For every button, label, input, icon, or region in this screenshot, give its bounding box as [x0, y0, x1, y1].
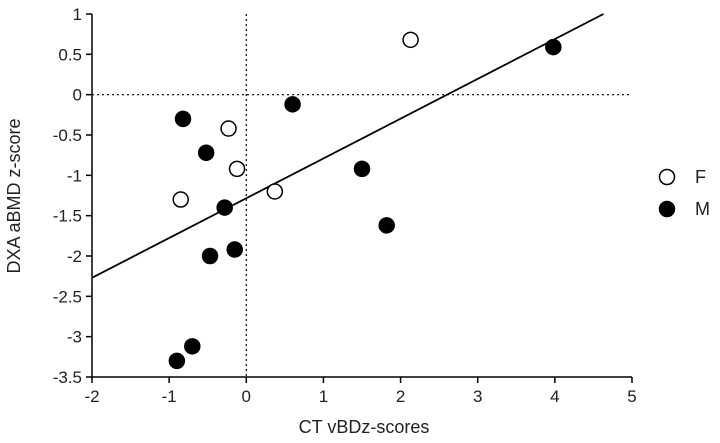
legend: F M	[658, 167, 710, 219]
legend-label-f: F	[695, 167, 706, 187]
y-tick-label: 0.5	[58, 45, 82, 64]
y-tick-label: -2.5	[53, 287, 82, 306]
x-tick-label: 0	[242, 387, 251, 406]
y-axis-label: DXA aBMD z-score	[4, 118, 24, 273]
y-tick-label: -2	[67, 247, 82, 266]
y-tick-label: -3.5	[53, 368, 82, 387]
data-point-m	[284, 96, 301, 113]
data-point-m	[216, 199, 233, 216]
data-point-m	[168, 352, 186, 370]
x-tick-label: -1	[162, 387, 177, 406]
data-point-m	[201, 247, 219, 265]
y-tick-label: -3	[67, 328, 82, 347]
y-tick-label: 1	[73, 5, 82, 24]
legend-marker-m	[658, 200, 676, 218]
x-tick-label: 1	[319, 387, 328, 406]
legend-marker-f	[658, 168, 676, 186]
plot-area: -2 -1 0 1 2 3 4 5 1 0.5 0 -0.5 -1 -1.5 -2 -2.5 -3 -3.5	[53, 5, 637, 406]
data-point-m	[226, 241, 243, 258]
data-point-f	[172, 191, 189, 208]
data-point-m	[378, 217, 395, 234]
legend-label-m: M	[695, 199, 710, 219]
data-point-m	[174, 110, 192, 128]
data-point-m	[545, 38, 562, 56]
y-tick-label: 0	[73, 86, 82, 105]
x-tick-label: -2	[84, 387, 99, 406]
x-tick-label: 3	[473, 387, 482, 406]
data-point-f	[266, 183, 284, 200]
x-tick-label: 4	[550, 387, 559, 406]
data-point-f	[402, 31, 419, 49]
data-point-m	[184, 338, 201, 355]
y-tick-label: -0.5	[53, 126, 82, 145]
data-point-f	[228, 160, 246, 178]
y-tick-label: -1	[67, 166, 82, 185]
data-point-m	[353, 160, 371, 178]
y-tick-label: -1.5	[53, 207, 82, 226]
data-point-m	[197, 144, 215, 161]
x-axis-label: CT vBDz-scores	[299, 417, 430, 437]
x-tick-label: 5	[627, 387, 636, 406]
x-tick-label: 2	[396, 387, 405, 406]
data-point-f	[220, 120, 237, 137]
regression-line	[91, 13, 604, 279]
